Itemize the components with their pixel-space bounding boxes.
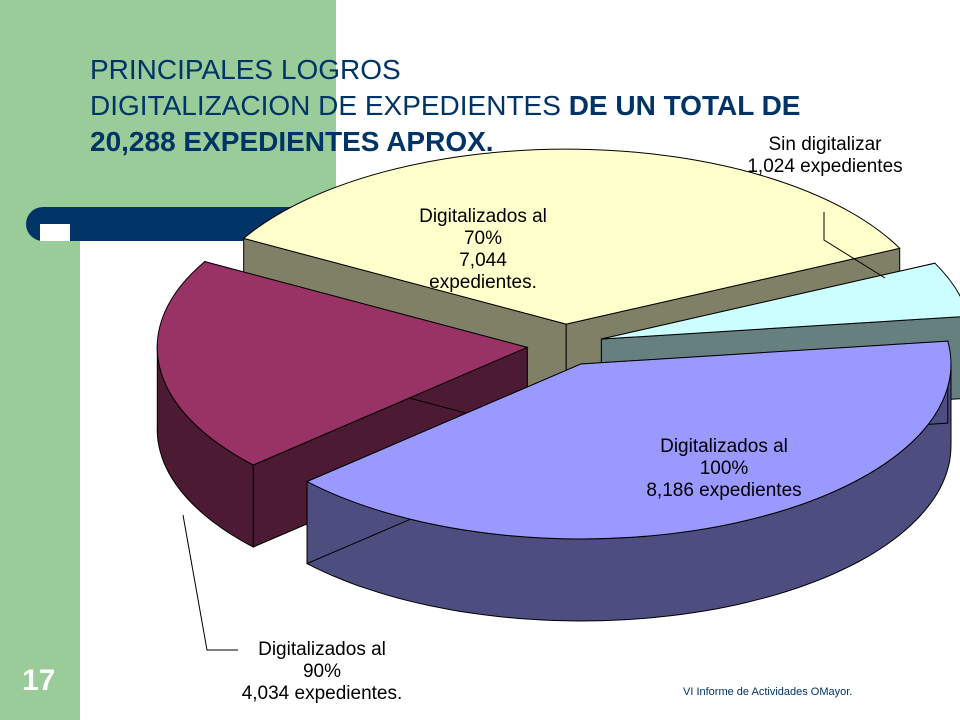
slice-2-label-line-1: Digitalizados al xyxy=(258,639,386,660)
header-bar-notch xyxy=(40,224,70,241)
slice-2-label: Digitalizados al 90% 4,034 expedientes. xyxy=(242,639,403,704)
slice-2-top xyxy=(156,261,529,466)
slice-1-group xyxy=(305,340,952,622)
slice-4-top xyxy=(601,262,960,340)
slice-1-top xyxy=(305,340,952,540)
title-line-2-normal: DIGITALIZACION DE EXPEDIENTES xyxy=(90,90,569,121)
slide-number: 17 xyxy=(22,664,56,697)
slice-2-leader-line xyxy=(182,514,238,651)
slice-3-label-line-2: 70% xyxy=(464,228,502,249)
slice-3-label: Digitalizados al 70% 7,044 expedientes. xyxy=(419,206,547,293)
slice-3-top xyxy=(242,148,901,325)
slice-2-label-line-2: 90% xyxy=(303,661,341,682)
slice-4-leader-line xyxy=(823,212,886,279)
slice-4-label-line-1: Sin digitalizar xyxy=(769,134,883,155)
slice-3-label-line-4: expedientes. xyxy=(429,272,537,293)
slice-2-label-line-3: 4,034 expedientes. xyxy=(242,683,403,704)
slice-1-label: Digitalizados al 100% 8,186 expedientes xyxy=(646,436,801,501)
title-line-1: PRINCIPALES LOGROS xyxy=(90,54,401,85)
slice-labels: Digitalizados al 100% 8,186 expedientesDig… xyxy=(242,134,903,704)
slide-title: PRINCIPALES LOGROS DIGITALIZACION DE EXP… xyxy=(90,52,930,160)
slice-3-label-line-3: 7,044 xyxy=(459,250,507,271)
slice-1-label-line-3: 8,186 expedientes xyxy=(646,480,801,501)
title-line-2-bold: DE UN TOTAL DE xyxy=(568,90,801,121)
footer-text: VI Informe de Actividades OMayor. xyxy=(683,686,853,698)
title-line-3-bold: 20,288 EXPEDIENTES APROX. xyxy=(90,126,494,157)
sidebar xyxy=(0,0,80,720)
slice-4-label-line-2: 1,024 expedientes xyxy=(747,156,902,177)
slice-4-label: Sin digitalizar 1,024 expedientes xyxy=(747,134,902,177)
pie-slices xyxy=(156,148,960,622)
leader-lines xyxy=(182,212,886,651)
slice-1-label-line-1: Digitalizados al xyxy=(660,436,788,457)
slice-3-label-line-1: Digitalizados al xyxy=(419,206,547,227)
sidebar-top-band xyxy=(80,0,336,210)
slice-1-label-line-2: 100% xyxy=(700,458,749,479)
